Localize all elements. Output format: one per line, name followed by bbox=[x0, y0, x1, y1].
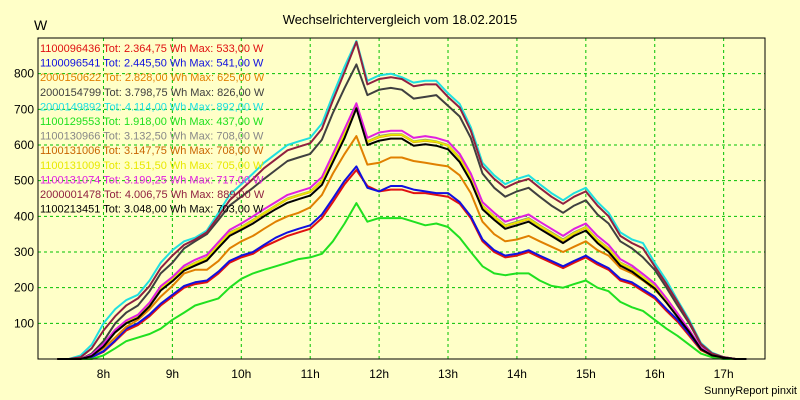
y-tick-label: 600 bbox=[14, 138, 34, 152]
x-tick-label: 13h bbox=[438, 367, 458, 381]
legend-entry: 1100131006 Tot: 3.147,75 Wh Max: 708,00 … bbox=[40, 145, 264, 157]
series-line-2000149892 bbox=[57, 39, 747, 360]
x-tick-label: 14h bbox=[507, 367, 527, 381]
series-line-2000001478 bbox=[57, 40, 747, 360]
legend-entry: 1100096541 Tot: 2.445,50 Wh Max: 541,00 … bbox=[40, 58, 264, 70]
legend-entry: 1100131009 Tot: 3.151,50 Wh Max: 705,00 … bbox=[40, 160, 264, 172]
series-line-1100129553 bbox=[57, 202, 747, 360]
x-tick-label: 11h bbox=[301, 367, 320, 381]
x-tick-label: 10h bbox=[231, 367, 251, 381]
x-tick-label: 12h bbox=[369, 367, 389, 381]
series-line-1100096541 bbox=[57, 165, 747, 360]
series-line-1100213451 bbox=[57, 107, 747, 360]
legend-entry: 1100129553 Tot: 1.918,00 Wh Max: 437,00 … bbox=[40, 116, 264, 128]
series-line-1100131074 bbox=[57, 102, 747, 360]
y-tick-label: 400 bbox=[14, 209, 34, 223]
series-line-2000150622 bbox=[57, 135, 747, 360]
x-tick-label: 8h bbox=[97, 367, 110, 381]
chart-title: Wechselrichtervergleich vom 18.02.2015 bbox=[283, 12, 518, 27]
x-tick-label: 9h bbox=[166, 367, 179, 381]
y-tick-label: 700 bbox=[14, 102, 34, 116]
series-lines bbox=[57, 39, 747, 360]
series-line-2000154799 bbox=[57, 63, 747, 360]
y-tick-label: 800 bbox=[14, 67, 34, 81]
footer-credit: SunnyReport pinxit bbox=[704, 385, 797, 397]
legend-entry: 2000154799 Tot: 3.798,75 Wh Max: 826,00 … bbox=[40, 87, 265, 99]
y-tick-label: 300 bbox=[14, 245, 34, 259]
y-axis-label: W bbox=[34, 17, 48, 33]
x-tick-label: 15h bbox=[576, 367, 596, 381]
x-axis-ticks: 8h 9h 10h 11h 12h 13h 14h 15h 16h 17h bbox=[97, 367, 734, 381]
legend-entry: 1100096436 Tot: 2.364,75 Wh Max: 533,00 … bbox=[40, 43, 264, 55]
x-tick-label: 16h bbox=[645, 367, 665, 381]
legend-entry: 2000149892 Tot: 4.114,00 Wh Max: 892,00 … bbox=[40, 101, 264, 113]
plot-frame bbox=[37, 37, 766, 360]
legend: 1100096436 Tot: 2.364,75 Wh Max: 533,00 … bbox=[40, 43, 265, 216]
legend-entry: 1100130966 Tot: 3.132,50 Wh Max: 708,00 … bbox=[40, 131, 264, 143]
x-tick-label: 17h bbox=[714, 367, 734, 381]
legend-entry: 2000150622 Tot: 2.828,00 Wh Max: 625,00 … bbox=[40, 72, 265, 84]
legend-entry: 2000001478 Tot: 4.006,75 Wh Max: 889,00 … bbox=[40, 189, 265, 201]
y-axis-ticks: 100 200 300 400 500 600 700 800 bbox=[14, 67, 34, 331]
legend-entry: 1100131074 Tot: 3.190,25 Wh Max: 717,00 … bbox=[40, 174, 264, 186]
y-tick-label: 500 bbox=[14, 174, 34, 188]
legend-entry: 1100213451 Tot: 3.048,00 Wh Max: 703,00 … bbox=[40, 204, 264, 216]
y-tick-label: 200 bbox=[14, 281, 34, 295]
y-tick-label: 100 bbox=[14, 316, 34, 330]
series-line-1100096436 bbox=[57, 169, 747, 360]
series-line-1100131009 bbox=[57, 106, 747, 360]
